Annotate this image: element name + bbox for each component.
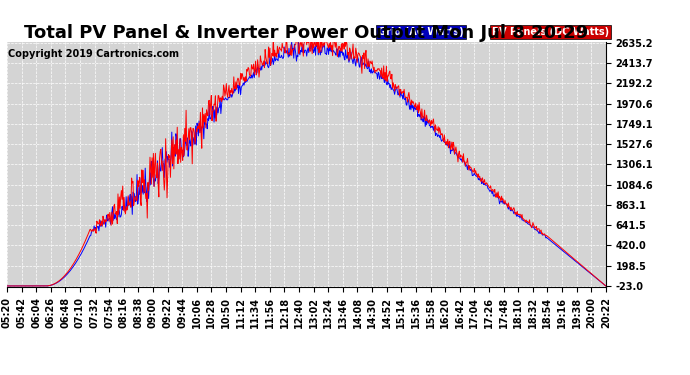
Text: Grid (AC Watts): Grid (AC Watts) (378, 27, 464, 37)
Text: PV Panels (DC Watts): PV Panels (DC Watts) (492, 27, 609, 37)
Title: Total PV Panel & Inverter Power Output Mon Jul 8 20:29: Total PV Panel & Inverter Power Output M… (24, 24, 589, 42)
Text: Copyright 2019 Cartronics.com: Copyright 2019 Cartronics.com (8, 50, 179, 59)
